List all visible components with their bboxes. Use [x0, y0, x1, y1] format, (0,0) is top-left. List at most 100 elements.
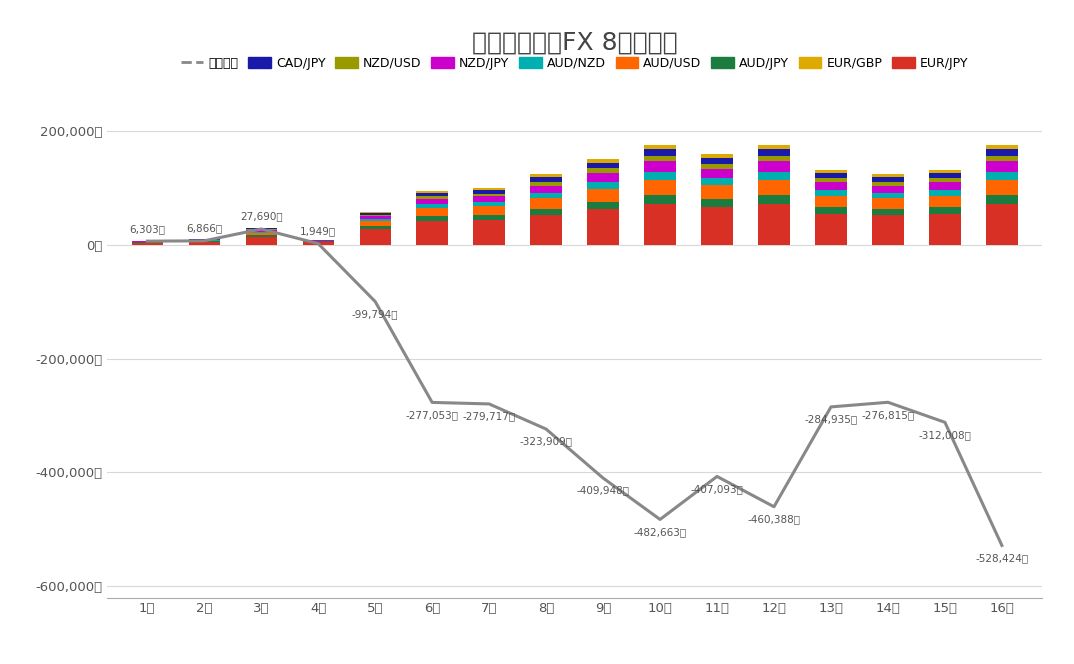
Bar	[644, 161, 676, 171]
Bar	[587, 159, 619, 163]
Bar	[474, 197, 505, 202]
Bar	[587, 209, 619, 245]
Title: トライオートFX 8通貨投資: トライオートFX 8通貨投資	[471, 31, 678, 55]
Bar	[986, 161, 1017, 171]
Text: -279,717円: -279,717円	[463, 411, 516, 422]
Text: 1,949円: 1,949円	[300, 226, 336, 236]
Text: -99,794円: -99,794円	[352, 309, 398, 319]
Bar	[701, 157, 732, 164]
Bar	[872, 177, 903, 182]
Bar	[986, 156, 1017, 161]
Bar	[360, 214, 391, 216]
Bar	[417, 205, 448, 208]
Bar	[587, 173, 619, 182]
Text: -482,663円: -482,663円	[634, 527, 686, 537]
Bar	[474, 193, 505, 197]
Bar	[474, 215, 505, 220]
Bar	[986, 149, 1017, 156]
Bar	[417, 221, 448, 245]
Bar	[815, 190, 846, 196]
Bar	[701, 199, 732, 207]
Bar	[872, 193, 903, 198]
Bar	[246, 237, 277, 245]
Bar	[189, 242, 220, 245]
Bar	[587, 202, 619, 209]
Bar	[587, 182, 619, 189]
Bar	[872, 182, 903, 185]
Bar	[360, 221, 391, 226]
Bar	[986, 195, 1017, 204]
Bar	[701, 185, 732, 199]
Bar	[531, 175, 562, 177]
Bar	[246, 228, 277, 229]
Bar	[929, 170, 960, 173]
Bar	[758, 145, 789, 149]
Bar	[246, 229, 277, 230]
Bar	[189, 240, 220, 242]
Bar	[701, 169, 732, 178]
Bar	[872, 198, 903, 209]
Bar	[644, 145, 676, 149]
Bar	[587, 163, 619, 169]
Bar	[417, 191, 448, 193]
Bar	[587, 189, 619, 202]
Bar	[929, 183, 960, 190]
Bar	[701, 164, 732, 169]
Text: 6,866円: 6,866円	[186, 223, 222, 234]
Bar	[417, 197, 448, 199]
Text: 27,690円: 27,690円	[240, 212, 282, 222]
Text: 6,303円: 6,303円	[129, 224, 165, 234]
Bar	[417, 216, 448, 221]
Text: -277,053円: -277,053円	[406, 410, 459, 420]
Bar	[587, 169, 619, 173]
Bar	[758, 195, 789, 204]
Bar	[758, 149, 789, 156]
Bar	[360, 229, 391, 245]
Bar	[872, 209, 903, 215]
Bar	[531, 182, 562, 185]
Bar	[303, 242, 334, 245]
Bar	[929, 173, 960, 179]
Bar	[986, 145, 1017, 149]
Bar	[531, 185, 562, 193]
Bar	[815, 179, 846, 183]
Bar	[246, 232, 277, 233]
Text: -528,424円: -528,424円	[975, 553, 1029, 563]
Bar	[644, 195, 676, 204]
Bar	[701, 207, 732, 245]
Bar	[644, 179, 676, 195]
Bar	[474, 202, 505, 207]
Bar	[360, 219, 391, 221]
Text: -460,388円: -460,388円	[748, 514, 800, 524]
Bar	[531, 209, 562, 215]
Bar	[531, 198, 562, 209]
Bar	[758, 204, 789, 245]
Bar	[986, 171, 1017, 179]
Bar	[929, 207, 960, 214]
Bar	[815, 214, 846, 245]
Text: -284,935円: -284,935円	[804, 414, 857, 424]
Bar	[474, 220, 505, 245]
Bar	[815, 170, 846, 173]
Bar	[929, 214, 960, 245]
Bar	[644, 171, 676, 179]
Bar	[986, 179, 1017, 195]
Bar	[644, 156, 676, 161]
Bar	[758, 179, 789, 195]
Bar	[531, 215, 562, 245]
Bar	[417, 193, 448, 197]
Bar	[246, 230, 277, 232]
Bar	[815, 183, 846, 190]
Bar	[246, 235, 277, 237]
Bar	[246, 233, 277, 235]
Bar	[872, 185, 903, 193]
Legend: 現実利益, CAD/JPY, NZD/USD, NZD/JPY, AUD/NZD, AUD/USD, AUD/JPY, EUR/GBP, EUR/JPY: 現実利益, CAD/JPY, NZD/USD, NZD/JPY, AUD/NZD…	[176, 52, 973, 74]
Bar	[132, 243, 163, 245]
Bar	[758, 171, 789, 179]
Bar	[929, 179, 960, 183]
Bar	[360, 216, 391, 219]
Bar	[815, 207, 846, 214]
Bar	[872, 175, 903, 177]
Bar	[929, 196, 960, 207]
Bar	[758, 156, 789, 161]
